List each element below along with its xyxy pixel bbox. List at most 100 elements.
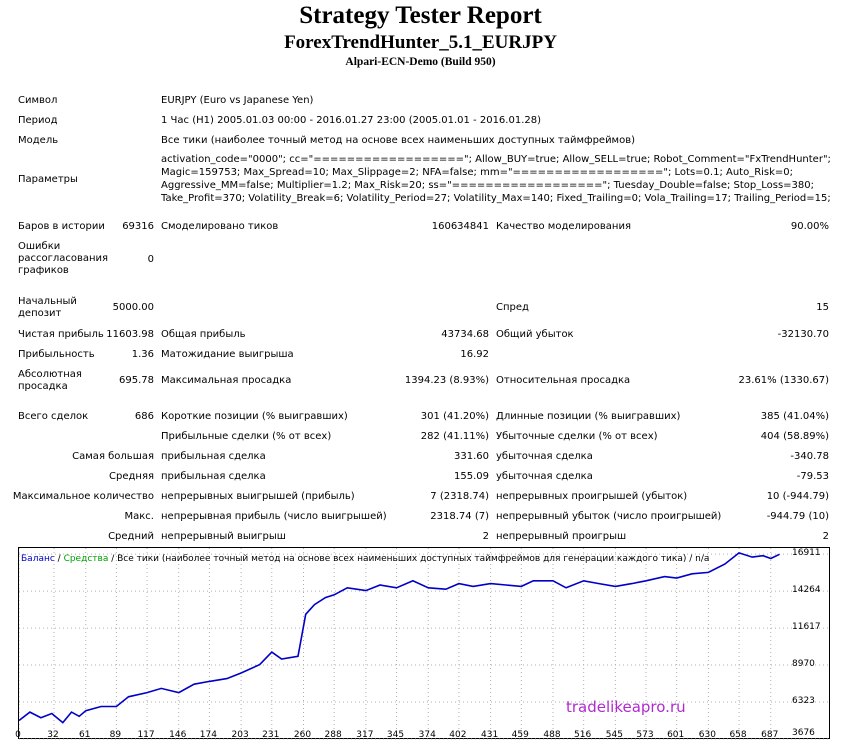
max-cons-profit-value: 2318.74 (7): [430, 511, 489, 522]
legend-separator: /: [54, 554, 64, 564]
x-tick-label: 601: [667, 730, 685, 740]
gross-loss-value: -32130.70: [777, 329, 829, 340]
ticks-label: Смоделировано тиков: [161, 221, 279, 232]
model-label: Модель: [18, 135, 59, 146]
deposit-label: Начальный депозит: [18, 296, 77, 319]
average-profit-value: 155.09: [454, 471, 489, 482]
x-tick-label: 117: [137, 730, 155, 740]
x-tick-label: 61: [79, 730, 91, 740]
chart-legend: Баланс / Средства / Все тики (наиболее т…: [21, 554, 709, 565]
legend-equity: Средства: [63, 554, 109, 564]
profit-trades-value: 282 (41.11%): [420, 431, 489, 442]
mismatch-value: 0: [147, 254, 154, 265]
long-positions-value: 385 (41.04%): [760, 411, 829, 422]
profit-factor-label: Прибыльность: [18, 349, 95, 360]
max-cons-loss-label: непрерывный убыток (число проигрышей): [496, 511, 722, 522]
x-tick-label: 402: [449, 730, 467, 740]
rel-drawdown-value: 23.61% (1330.67): [738, 375, 829, 386]
legend-model: Все тики (наиболее точный метод на основ…: [117, 554, 710, 564]
quality-value: 90.00%: [790, 221, 829, 232]
loss-trades-label: Убыточные сделки (% от всех): [496, 431, 658, 442]
symbol-value: EURJPY (Euro vs Japanese Yen): [161, 95, 314, 106]
avg-cons-wins-value: 2: [482, 531, 489, 542]
server-name: Alpari-ECN-Demo (Build 950): [345, 56, 496, 68]
average-label: Средняя: [109, 471, 154, 482]
x-tick-label: 0: [15, 730, 21, 740]
x-tick-label: 573: [636, 730, 654, 740]
total-trades-label: Всего сделок: [18, 411, 89, 422]
x-tick-label: 545: [605, 730, 623, 740]
legend-balance: Баланс: [21, 554, 55, 564]
avg-cons-losses-label: непрерывный проигрыш: [496, 531, 627, 542]
x-tick-label: 89: [109, 730, 122, 740]
total-trades-value: 686: [134, 411, 154, 422]
watermark: tradelikeapro.ru: [566, 698, 686, 716]
max-label: Макс.: [124, 511, 154, 522]
gross-loss-label: Общий убыток: [496, 329, 574, 340]
x-tick-label: 516: [574, 730, 592, 740]
legend-separator: /: [108, 554, 118, 564]
params-line-1: activation_code="0000"; cc="============…: [161, 154, 831, 165]
max-cons-profit-label: непрерывная прибыль (число выигрышей): [161, 511, 387, 522]
x-tick-label: 231: [262, 730, 280, 740]
x-tick-label: 345: [386, 730, 405, 740]
x-tick-label: 146: [169, 730, 187, 740]
symbol-label: Символ: [18, 95, 58, 106]
x-tick-label: 431: [481, 730, 499, 740]
avg-cons-losses-value: 2: [822, 531, 829, 542]
max-cons-loss-value: -944.79 (10): [766, 511, 829, 522]
rel-drawdown-label: Относительная просадка: [496, 375, 631, 386]
x-tick-label: 658: [729, 730, 747, 740]
profit-factor-value: 1.36: [131, 349, 154, 360]
y-tick-label: 16911: [792, 548, 821, 559]
largest-profit-value: 331.60: [454, 451, 489, 462]
quality-label: Качество моделирования: [496, 221, 631, 232]
gross-profit-label: Общая прибыль: [161, 329, 246, 340]
abs-drawdown-value: 695.78: [119, 375, 154, 386]
x-tick-label: 260: [293, 730, 312, 740]
max-cons-wins-label: непрерывных выигрышей (прибыль): [161, 491, 355, 502]
bars-label: Баров в истории: [18, 221, 105, 232]
x-tick-label: 459: [511, 730, 529, 740]
balance-chart-plot: [19, 548, 831, 740]
mismatch-label: Ошибки рассогласования графиков: [18, 241, 109, 276]
ticks-value: 160634841: [431, 221, 489, 232]
average-loss-value: -79.53: [796, 471, 829, 482]
largest-label: Самая большая: [72, 451, 154, 462]
deposit-value: 5000.00: [112, 302, 154, 313]
short-positions-label: Короткие позиции (% выигравших): [161, 411, 348, 422]
params-line-3: Aggressive_MM=false; Multiplier=1.2; Max…: [161, 180, 815, 191]
spread-value: 15: [816, 302, 829, 313]
spread-label: Спред: [496, 302, 529, 313]
x-tick-label: 374: [418, 730, 436, 740]
avg-label: Средний: [108, 531, 154, 542]
max-cons-wins-value: 7 (2318.74): [430, 491, 489, 502]
max-consecutive-label: Максимальное количество: [12, 491, 154, 502]
x-tick-label: 32: [47, 730, 59, 740]
long-positions-label: Длинные позиции (% выигравших): [496, 411, 681, 422]
x-tick-label: 488: [543, 730, 561, 740]
net-profit-value: 11603.98: [106, 329, 154, 340]
average-loss-label: убыточная сделка: [496, 471, 593, 482]
expert-name: ForexTrendHunter_5.1_EURJPY: [284, 32, 557, 53]
largest-loss-label: убыточная сделка: [496, 451, 593, 462]
abs-drawdown-label: Абсолютная просадка: [18, 369, 82, 392]
gross-profit-value: 43734.68: [441, 329, 489, 340]
x-tick-label: 174: [199, 730, 217, 740]
y-tick-label: 8970: [792, 659, 815, 670]
x-tick-label: 317: [356, 730, 374, 740]
max-cons-losses-label: непрерывных проигрышей (убыток): [496, 491, 688, 502]
largest-loss-value: -340.78: [790, 451, 829, 462]
x-tick-label: 288: [324, 730, 342, 740]
balance-line: [19, 552, 780, 724]
max-cons-losses-value: 10 (-944.79): [766, 491, 829, 502]
period-label: Период: [18, 115, 58, 126]
y-tick-label: 6323: [792, 696, 815, 707]
y-tick-label: 11617: [792, 622, 821, 633]
x-tick-label: 630: [698, 730, 716, 740]
model-value: Все тики (наиболее точный метод на основ…: [161, 135, 636, 146]
params-line-2: Magic=159753; Max_Spread=10; Max_Slippag…: [161, 167, 794, 178]
avg-cons-wins-label: непрерывный выигрыш: [161, 531, 286, 542]
payoff-value: 16.92: [460, 349, 489, 360]
max-drawdown-label: Максимальная просадка: [161, 375, 292, 386]
